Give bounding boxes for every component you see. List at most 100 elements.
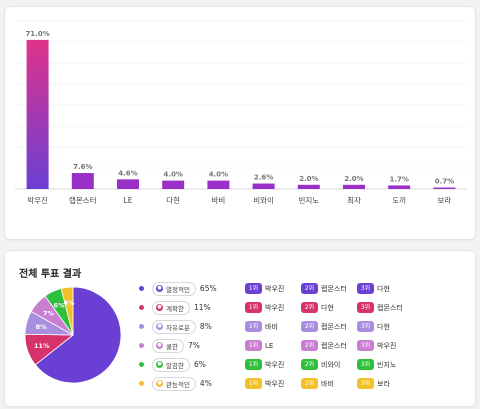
rank-name: 빈지노: [377, 360, 397, 369]
rank-badge: 3위: [357, 321, 374, 332]
rank-row: 1위 LE 2위 랩몬스터 3위 박우진: [245, 336, 475, 355]
rank-item[interactable]: 1위 바비: [245, 321, 301, 332]
bar-value-label: 0.7%: [435, 178, 454, 186]
rank-badge: 3위: [357, 302, 374, 313]
pie-slice-label: 6%: [54, 302, 66, 310]
legend-tag[interactable]: ● 열정적인: [152, 281, 196, 296]
bar[interactable]: [162, 180, 185, 189]
pie-legend: ● 열정적인 65% ● 계확한 11% ● 자유로운 8% ● 쿨한 7% ● 말끔한 6% ● 관능적인 4%: [139, 279, 249, 393]
overall-vote-results-card: 전체 투표 결과 11% 8% 7% 6% 4% ● 열정적인 65% ● 계확한 11% ● 자유로…: [4, 250, 476, 407]
bar[interactable]: [252, 183, 275, 189]
legend-percent: 4%: [199, 379, 212, 388]
legend-percent: 6%: [193, 360, 206, 369]
category-label: LE: [124, 196, 133, 205]
rank-item[interactable]: 1위 박우진: [245, 378, 301, 389]
tag-icon: ●: [156, 361, 163, 368]
legend-item[interactable]: ● 쿨한 7%: [139, 336, 249, 355]
legend-label: 관능적인: [166, 380, 190, 389]
rank-item[interactable]: 2위 비와이: [301, 359, 357, 370]
rank-name: 바비: [321, 379, 334, 388]
category-label: 보라: [437, 196, 451, 205]
tag-icon: ●: [156, 342, 163, 349]
rank-item[interactable]: 2위 다현: [301, 302, 357, 313]
rank-item[interactable]: 2위 바비: [301, 378, 357, 389]
rank-row: 1위 박우진 2위 비와이 3위 빈지노: [245, 355, 475, 374]
rank-badge: 2위: [301, 321, 318, 332]
rank-badge: 2위: [301, 359, 318, 370]
rank-item[interactable]: 1위 LE: [245, 340, 301, 351]
vote-bar-chart-card: 71.0% 박우진 7.6% 랩몬스터 4.6% LE 4.0% 다현 4.0% 바비 2.6% 비와…: [4, 6, 476, 240]
bar[interactable]: [433, 187, 456, 189]
bar-value-label: 4.6%: [118, 169, 137, 177]
bar[interactable]: [388, 185, 411, 189]
legend-item[interactable]: ● 관능적인 4%: [139, 374, 249, 393]
bar[interactable]: [207, 180, 230, 189]
legend-item[interactable]: ● 열정적인 65%: [139, 279, 249, 298]
legend-color-dot: [139, 343, 144, 348]
legend-color-dot: [139, 286, 144, 291]
rank-name: LE: [265, 341, 274, 350]
legend-label: 말끔한: [166, 361, 184, 370]
rank-badge: 3위: [357, 283, 374, 294]
rank-item[interactable]: 2위 랩몬스터: [301, 321, 357, 332]
pie-slice[interactable]: [34, 286, 122, 384]
legend-tag[interactable]: ● 계확한: [152, 300, 190, 315]
rank-name: 박우진: [265, 284, 285, 293]
bar[interactable]: [117, 179, 139, 189]
rank-badge: 2위: [301, 283, 318, 294]
legend-tag[interactable]: ● 말끔한: [152, 357, 190, 372]
rank-name: 박우진: [265, 360, 285, 369]
category-label: 최자: [347, 195, 361, 205]
vote-pie-chart: 11% 8% 7%6%4%: [24, 286, 122, 384]
legend-item[interactable]: ● 자유로운 8%: [139, 317, 249, 336]
rank-name: 다현: [321, 303, 334, 312]
tag-icon: ●: [156, 304, 163, 311]
rank-name: 바비: [265, 322, 278, 331]
legend-percent: 65%: [199, 284, 217, 293]
rank-item[interactable]: 1위 박우진: [245, 302, 301, 313]
rank-item[interactable]: 3위 박우진: [357, 340, 413, 351]
legend-percent: 11%: [193, 303, 211, 312]
legend-item[interactable]: ● 말끔한 6%: [139, 355, 249, 374]
category-label: 박우진: [27, 195, 48, 205]
rank-badge: 3위: [357, 340, 374, 351]
category-label: 다현: [166, 196, 180, 205]
rank-name: 랩몬스터: [377, 303, 403, 312]
rank-name: 박우진: [377, 341, 397, 350]
bar-value-label: 2.0%: [299, 175, 318, 183]
rank-name: 박우진: [265, 303, 285, 312]
legend-color-dot: [139, 362, 144, 367]
bar[interactable]: [71, 173, 94, 189]
rank-item[interactable]: 3위 다현: [357, 283, 413, 294]
rank-item[interactable]: 3위 랩몬스터: [357, 302, 413, 313]
rank-name: 랩몬스터: [321, 341, 347, 350]
rank-name: 랩몬스터: [321, 322, 347, 331]
rank-badge: 2위: [301, 302, 318, 313]
rank-item[interactable]: 3위 다현: [357, 321, 413, 332]
rank-item[interactable]: 1위 박우진: [245, 359, 301, 370]
legend-color-dot: [139, 324, 144, 329]
legend-percent: 7%: [187, 341, 200, 350]
rank-row: 1위 바비 2위 랩몬스터 3위 다현: [245, 317, 475, 336]
rank-item[interactable]: 2위 랩몬스터: [301, 283, 357, 294]
bar[interactable]: [26, 39, 49, 190]
rank-badge: 1위: [245, 340, 262, 351]
bar[interactable]: [343, 184, 365, 189]
rank-row: 1위 박우진 2위 바비 3위 보라: [245, 374, 475, 393]
bar[interactable]: [297, 184, 320, 189]
legend-tag[interactable]: ● 쿨한: [152, 338, 184, 353]
legend-label: 쿨한: [166, 342, 178, 351]
rank-item[interactable]: 1위 박우진: [245, 283, 301, 294]
legend-tag[interactable]: ● 관능적인: [152, 376, 196, 391]
rank-name: 랩몬스터: [321, 284, 347, 293]
rank-item[interactable]: 2위 랩몬스터: [301, 340, 357, 351]
rank-name: 비와이: [321, 360, 341, 369]
rank-item[interactable]: 3위 보라: [357, 378, 413, 389]
legend-item[interactable]: ● 계확한 11%: [139, 298, 249, 317]
rank-item[interactable]: 3위 빈지노: [357, 359, 413, 370]
pie-slice[interactable]: [60, 286, 74, 336]
category-label: 빈지노: [298, 196, 319, 205]
pie-slice-label: 4%: [63, 299, 75, 307]
category-label: 비와이: [253, 195, 274, 205]
legend-tag[interactable]: ● 자유로운: [152, 319, 196, 334]
